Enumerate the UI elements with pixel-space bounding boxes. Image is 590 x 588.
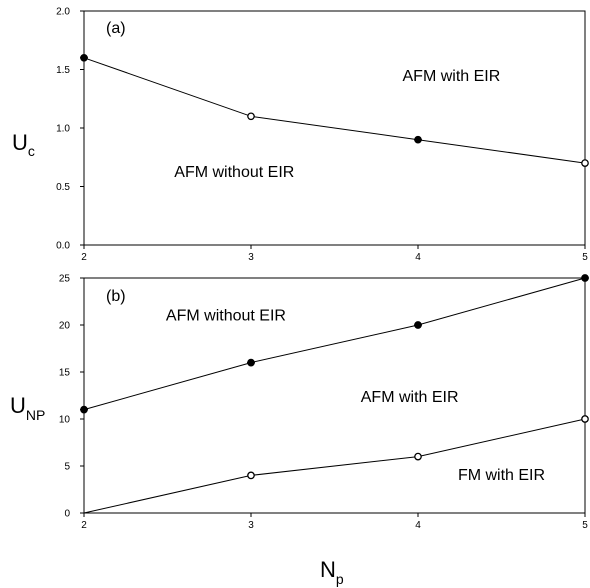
x-tick-label-b-2: 4	[415, 520, 421, 531]
y-axis-label-b-sub: NP	[26, 407, 45, 423]
panel-tag-a: (a)	[106, 20, 126, 37]
data-point-a-0-3	[581, 159, 589, 167]
y-tick-label-b-5: 25	[59, 274, 71, 285]
y-tick-label-a-4: 2.0	[56, 7, 70, 18]
y-axis-label-b-main: U	[10, 393, 26, 418]
series-line-a-0	[83, 57, 586, 164]
x-tick-label-a-2: 4	[415, 252, 421, 263]
data-point-a-0-1	[247, 112, 255, 121]
plot-frame-b	[83, 277, 586, 514]
x-tick-label-a-1: 3	[248, 252, 254, 263]
series-line-b-1	[83, 418, 586, 514]
panel-tag-b: (b)	[106, 288, 126, 305]
y-tick-label-a-0: 0.0	[56, 241, 70, 252]
panel-a: (a) Uc 2 3 4 5 0.0 0.5 1.0 1.5 2.0 AFM with EIR AF…	[12, 7, 589, 263]
data-point-b-1-1	[247, 471, 255, 480]
y-tick-label-b-3: 15	[59, 368, 71, 379]
y-tick-label-b-2: 10	[59, 415, 71, 426]
y-tick-label-b-4: 20	[59, 321, 71, 332]
x-tick-label-b-0: 2	[81, 520, 87, 531]
region-label-b-1: AFM with EIR	[361, 389, 459, 406]
y-axis-label-a: Uc	[12, 130, 35, 159]
y-axis-label-a-main: U	[12, 130, 28, 155]
x-axis-label: Np	[320, 557, 344, 587]
y-tick-label-a-3: 1.5	[56, 65, 70, 76]
region-label-b-2: FM with EIR	[458, 467, 545, 484]
x-axis-label-main: N	[320, 557, 336, 582]
y-tick-label-a-1: 0.5	[56, 182, 70, 193]
y-axis-label-a-sub: c	[28, 143, 35, 159]
y-tick-label-b-1: 5	[64, 462, 70, 473]
y-tick-label-a-2: 1.0	[56, 124, 70, 135]
series-line-b-0	[83, 277, 586, 411]
x-tick-label-a-0: 2	[81, 252, 87, 263]
x-axis-label-sub: p	[336, 571, 344, 587]
x-tick-label-b-3: 5	[582, 520, 588, 531]
region-label-a-0: AFM with EIR	[403, 68, 501, 85]
y-tick-label-b-0: 0	[64, 509, 70, 520]
data-point-b-1-2	[414, 452, 422, 461]
data-point-b-1-3	[581, 415, 589, 423]
x-tick-label-b-1: 3	[248, 520, 254, 531]
panel-b: (b) UNP Np 2 3 4 5 0 5 10 15 20 25 AFM without EIR…	[10, 274, 589, 587]
y-axis-label-b: UNP	[10, 393, 45, 423]
region-label-b-0: AFM without EIR	[166, 307, 286, 324]
x-tick-label-a-3: 5	[582, 252, 588, 263]
region-label-a-1: AFM without EIR	[174, 164, 294, 181]
